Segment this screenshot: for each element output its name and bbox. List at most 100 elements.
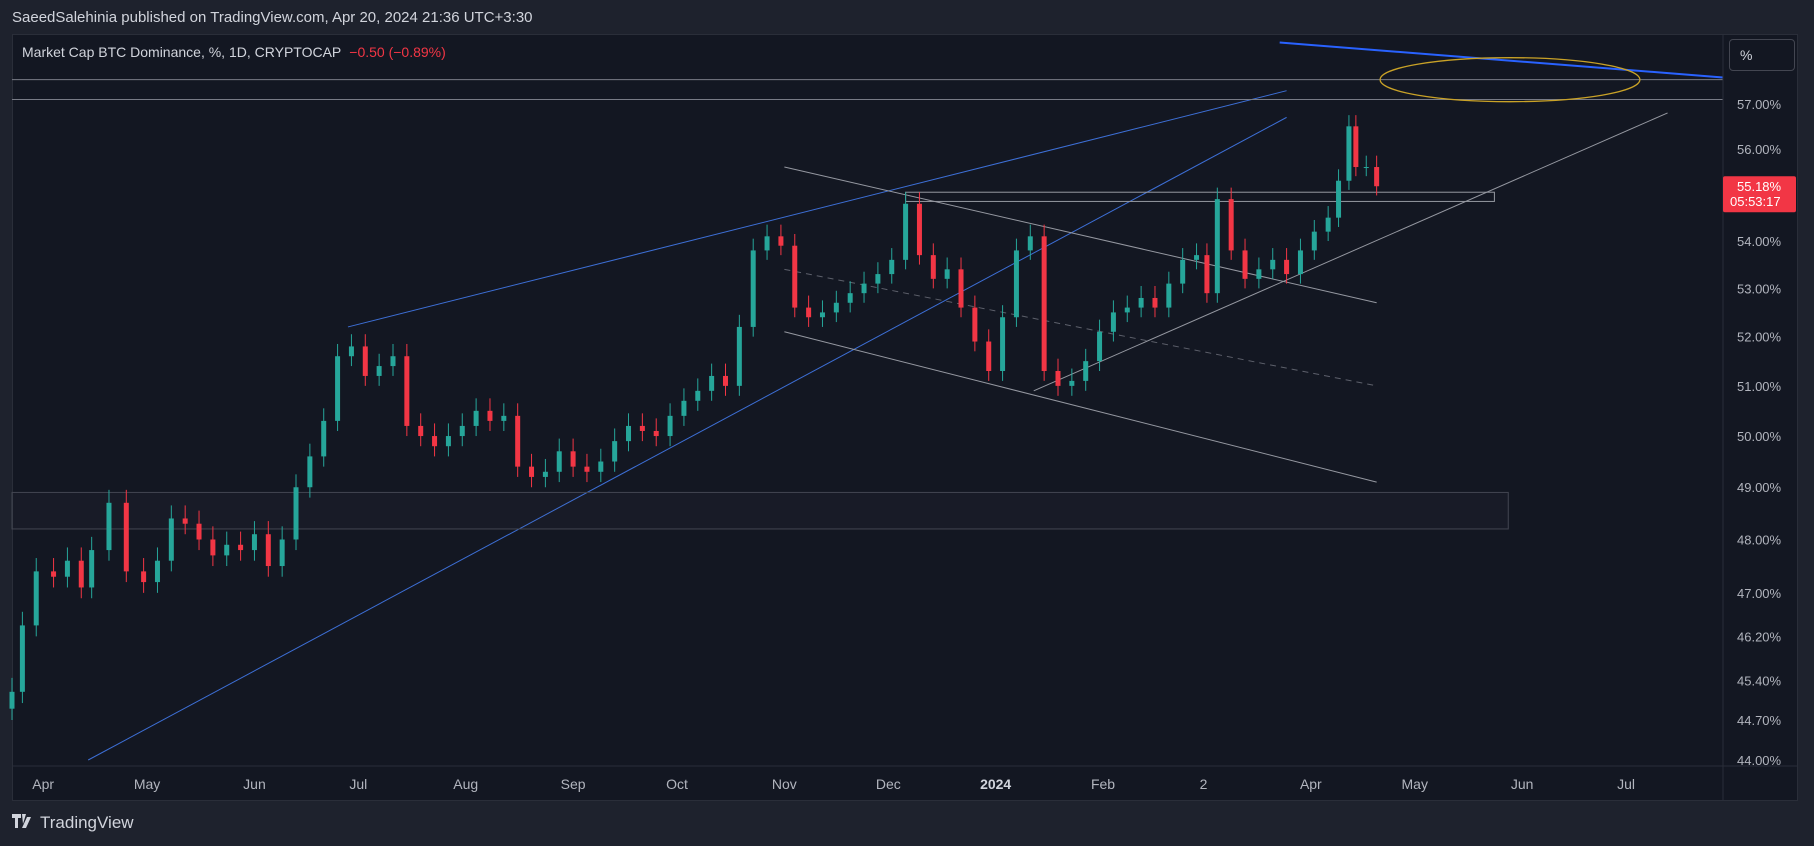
candle-body	[432, 436, 438, 447]
scale-mode-button[interactable]: %	[1729, 39, 1795, 71]
candle-body	[695, 390, 701, 401]
candle-body	[1270, 259, 1276, 270]
candle-body	[307, 456, 313, 488]
support-zone-box[interactable]	[11, 491, 1509, 530]
time-tick-label: Aug	[453, 776, 478, 792]
candle-body	[89, 550, 95, 588]
channel-top[interactable]	[784, 166, 1377, 304]
candle-body	[487, 410, 493, 421]
support-trendline[interactable]	[1033, 112, 1668, 392]
candle-body	[1353, 126, 1359, 168]
price-badge-value: 55.18%	[1737, 179, 1782, 194]
candle-body	[944, 269, 950, 279]
price-tick-label: 53.00%	[1737, 281, 1782, 296]
candle-body	[1097, 331, 1103, 362]
candle-body	[1346, 126, 1352, 181]
candle-body	[667, 415, 673, 437]
candle-body	[889, 259, 895, 275]
candle-body	[1083, 361, 1089, 381]
price-change: −0.50 (−0.89%)	[349, 44, 446, 60]
trendline-blue-bold[interactable]	[1279, 41, 1724, 79]
candle-body	[626, 425, 632, 442]
candle-body	[1214, 199, 1220, 294]
candle-body	[182, 518, 188, 524]
candle-body	[78, 560, 84, 588]
candle-body	[736, 326, 742, 386]
time-axis: Apr May Jun Jul Aug Sep Oct Nov Dec 2024 Feb 2 Apr Ma…	[12, 765, 1798, 792]
candle-body	[51, 571, 57, 577]
candle-body	[404, 356, 410, 426]
candle-body	[750, 250, 756, 327]
price-tick-label: 52.00%	[1737, 330, 1782, 345]
chart-pane[interactable]	[12, 34, 1798, 801]
candle-body	[1284, 259, 1290, 275]
candle-body	[224, 544, 230, 556]
candle-body	[1363, 167, 1369, 169]
symbol-legend[interactable]: Market Cap BTC Dominance, %, 1D, CRYPTOC…	[22, 44, 446, 60]
candle-body	[418, 425, 424, 437]
trendline-blue-lower[interactable]	[87, 116, 1287, 761]
channel-bottom[interactable]	[784, 331, 1377, 483]
price-tick-label: 50.00%	[1737, 429, 1782, 444]
candle-body	[473, 410, 479, 426]
candle-body	[445, 436, 451, 447]
candle-body	[279, 539, 285, 567]
candle-body	[19, 625, 25, 692]
candle-body	[529, 466, 535, 477]
time-tick-label: Sep	[561, 776, 586, 792]
candle-body	[1374, 167, 1380, 187]
time-tick-label: 2024	[980, 776, 1011, 792]
candle-body	[1055, 371, 1061, 386]
time-tick-label: Jun	[243, 776, 266, 792]
candle-body	[1336, 180, 1342, 218]
candle-body	[861, 283, 867, 294]
last-price-badge: 55.18% 05:53:17	[1723, 176, 1796, 213]
tradingview-logo-icon	[12, 813, 34, 833]
candle-body	[709, 375, 715, 391]
candle-body	[123, 502, 129, 572]
candle-body	[238, 544, 244, 551]
candle-body	[1152, 297, 1158, 308]
candle-body	[1194, 255, 1200, 260]
candle-body	[1228, 199, 1234, 251]
candle-body	[958, 269, 964, 308]
time-tick-label: Jul	[349, 776, 367, 792]
candle-body	[612, 441, 618, 462]
target-ellipse[interactable]	[1379, 57, 1641, 103]
candle-body	[653, 430, 659, 437]
candle-body	[1013, 250, 1019, 318]
drawing-overlays	[11, 41, 1724, 761]
candle-body	[33, 571, 39, 626]
time-tick-label: Feb	[1091, 776, 1115, 792]
candle-body	[265, 534, 271, 567]
candle-body	[722, 375, 728, 386]
candle-series	[9, 115, 1380, 721]
channel-midline[interactable]	[784, 268, 1377, 387]
candle-body	[335, 356, 341, 421]
resistance-zone-box[interactable]	[905, 191, 1495, 202]
candle-body	[986, 341, 992, 372]
time-tick-label: Jul	[1617, 776, 1635, 792]
candle-body	[376, 366, 382, 376]
candle-body	[639, 425, 645, 431]
candle-body	[1027, 236, 1033, 251]
price-tick-label: 44.70%	[1737, 713, 1782, 728]
candle-body	[168, 518, 174, 561]
candle-body	[764, 236, 770, 251]
time-tick-label: Apr	[32, 776, 54, 792]
time-tick-label: Nov	[772, 776, 797, 792]
price-tick-label: 51.00%	[1737, 379, 1782, 394]
candle-body	[196, 523, 202, 540]
candle-body	[1110, 312, 1116, 332]
price-tick-label: 56.00%	[1737, 142, 1782, 157]
candle-body	[251, 534, 257, 551]
candle-body	[348, 346, 354, 357]
candle-body	[106, 502, 112, 551]
trendline-blue-upper[interactable]	[347, 90, 1287, 328]
tradingview-brand[interactable]: TradingView	[12, 813, 134, 833]
price-tick-label: 57.00%	[1737, 97, 1782, 112]
candle-body	[1069, 380, 1075, 386]
price-tick-label: 45.40%	[1737, 674, 1782, 689]
price-tick-label: 44.00%	[1737, 753, 1782, 768]
